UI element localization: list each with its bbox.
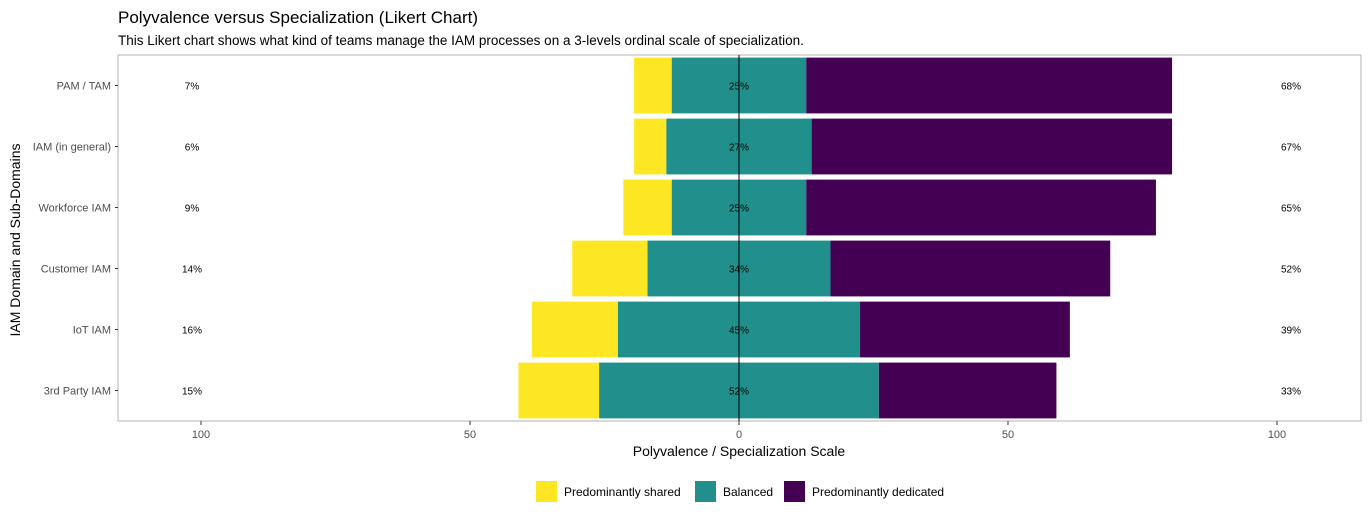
legend-swatch [536,481,557,502]
y-axis-title: IAM Domain and Sub-Domains [7,144,23,337]
x-tick-label: 50 [464,429,476,441]
legend-item-balanced: Balanced [695,481,773,502]
x-tick-label: 100 [1268,429,1286,441]
x-tick-label: 100 [192,429,210,441]
right-percent-label: 67% [1281,143,1301,154]
left-percent-label: 6% [185,143,200,154]
right-percent-label: 65% [1281,204,1301,215]
category-label: 3rd Party IAM [44,386,111,398]
legend-label: Balanced [723,485,773,499]
right-percent-label: 39% [1281,326,1301,337]
bar-dedicated [830,240,1111,297]
category-label: IoT IAM [73,325,111,337]
left-percent-label: 16% [182,326,202,337]
bar-shared [634,57,672,114]
legend-label: Predominantly dedicated [812,485,944,499]
legend-item-shared: Predominantly shared [536,481,681,502]
bar-shared [518,362,600,419]
bar-shared [531,301,618,358]
left-percent-label: 14% [182,265,202,276]
bar-shared [572,240,648,297]
right-percent-label: 52% [1281,265,1301,276]
legend-swatch [784,481,805,502]
bar-dedicated [806,179,1156,236]
category-label: Customer IAM [41,264,111,276]
bar-shared [634,118,667,175]
bars-layer [518,57,1173,419]
category-label: PAM / TAM [57,81,111,93]
x-tick-label: 0 [736,429,742,441]
left-percent-label: 15% [182,387,202,398]
bar-dedicated [878,362,1057,419]
bar-dedicated [811,118,1173,175]
x-tick-label: 50 [1002,429,1014,441]
bar-shared [623,179,672,236]
axis-layer: 100 50 0 50 100 [115,54,1362,441]
chart-title: Polyvalence versus Specialization (Liker… [118,8,478,27]
right-percent-label: 33% [1281,387,1301,398]
legend: Predominantly shared Balanced Predominantl… [536,481,944,502]
category-label: Workforce IAM [38,203,111,215]
bar-dedicated [806,57,1173,114]
bar-dedicated [860,301,1070,358]
legend-label: Predominantly shared [564,485,681,499]
category-label: IAM (in general) [33,142,111,154]
x-axis-title: Polyvalence / Specialization Scale [633,443,846,459]
left-percent-label: 7% [185,82,200,93]
legend-swatch [695,481,716,502]
right-percent-label: 68% [1281,82,1301,93]
legend-item-dedicated: Predominantly dedicated [784,481,944,502]
chart-subtitle: This Likert chart shows what kind of tea… [118,33,804,48]
left-percent-label: 9% [185,204,200,215]
